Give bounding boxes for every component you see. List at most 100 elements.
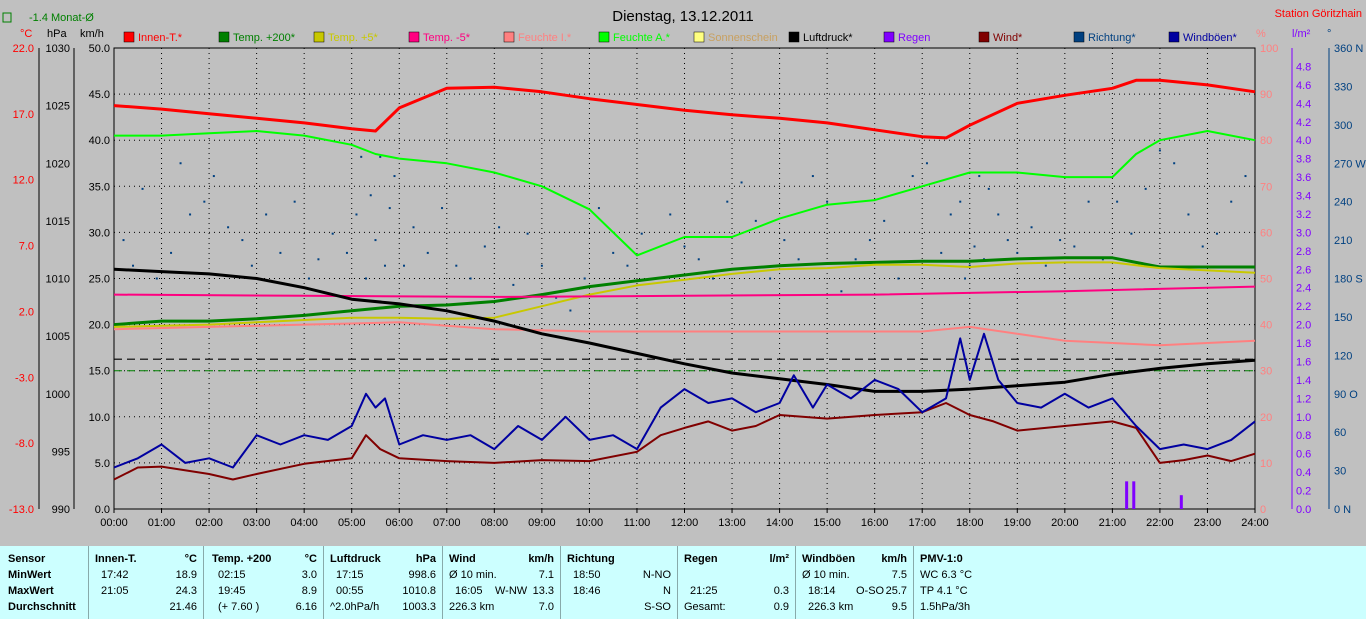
y2-tick-label-humidity_pct: 40: [1260, 320, 1272, 332]
windboeen-unit: km/h: [881, 553, 907, 565]
direction-point: [122, 239, 125, 242]
y2-tick-label-humidity_pct: 30: [1260, 366, 1272, 378]
y2-tick-label-direction_deg: 30: [1334, 466, 1346, 478]
windboeen-avg-value: 9.5: [891, 601, 907, 613]
col-pmv: PMV-1:0 WC 6.3 °C TP 4.1 °C 1.5hPa/3h: [914, 546, 1014, 619]
direction-point: [612, 251, 615, 254]
y-tick-label-pressure_hpa: 1005: [46, 331, 70, 343]
legend-label: Wind*: [993, 32, 1023, 44]
y-tick-label-temp_c: 12.0: [13, 175, 34, 187]
direction-point: [512, 283, 515, 286]
direction-point: [426, 251, 429, 254]
legend-label: Windböen*: [1183, 32, 1238, 44]
y2-tick-label-direction_deg: 360 N: [1334, 43, 1363, 55]
statistics-table: Sensor MinWert MaxWert Durchschnitt Inne…: [0, 546, 1366, 619]
col-richtung: Richtung 18:50 N-NO 18:46 N S-SO: [561, 546, 678, 619]
direction-point: [1087, 200, 1090, 203]
direction-point: [1244, 175, 1247, 178]
y2-tick-label-radiation_lm2: 0.2: [1296, 486, 1311, 498]
y-tick-label-speed_kmh: 5.0: [95, 458, 110, 470]
x-tick-label: 12:00: [671, 517, 699, 529]
direction-point: [455, 264, 458, 267]
y-tick-label-temp_c: 2.0: [19, 306, 34, 318]
direction-point: [483, 245, 486, 248]
direction-point: [1144, 187, 1147, 190]
direction-point: [1006, 239, 1009, 242]
windboeen-max-dir: O-SO: [856, 585, 885, 597]
wind-avg10-value: 7.1: [538, 569, 554, 581]
y-tick-label-speed_kmh: 0.0: [95, 504, 110, 516]
y-tick-label-temp_c: 17.0: [13, 109, 34, 121]
direction-point: [170, 251, 173, 254]
monthly-icon: [2, 12, 12, 23]
x-tick-label: 19:00: [1004, 517, 1032, 529]
y2-tick-label-humidity_pct: 10: [1260, 458, 1272, 470]
x-tick-label: 08:00: [481, 517, 509, 529]
legend-swatch: [788, 31, 800, 43]
series-line-wind: [113, 402, 1256, 481]
x-tick-label: 16:00: [861, 517, 889, 529]
direction-point: [265, 213, 268, 216]
y2-tick-label-humidity_pct: 50: [1260, 274, 1272, 286]
y-tick-label-speed_kmh: 15.0: [89, 366, 110, 378]
unit-temp: °C: [20, 28, 32, 40]
legend-label: Temp. +200*: [233, 32, 296, 44]
direction-point: [925, 162, 928, 165]
unit-speed: km/h: [80, 28, 104, 40]
x-tick-label: 03:00: [243, 517, 271, 529]
legend-swatch: [883, 31, 895, 43]
y2-tick-label-radiation_lm2: 2.0: [1296, 320, 1311, 332]
direction-point: [569, 309, 572, 312]
direction-point: [911, 175, 914, 178]
y-tick-label-speed_kmh: 45.0: [89, 89, 110, 101]
y-tick-label-speed_kmh: 10.0: [89, 412, 110, 424]
col-luftdruck: Luftdruck hPa 17:15 998.6 00:55 1010.8 ^…: [324, 546, 443, 619]
direction-point: [179, 162, 182, 165]
windboeen-max-time: 18:14: [808, 585, 836, 597]
y2-tick-label-radiation_lm2: 3.6: [1296, 172, 1311, 184]
direction-point: [1173, 162, 1176, 165]
legend-swatch: [978, 31, 990, 43]
innen-max-value: 24.3: [175, 585, 197, 597]
richtung-max-value: N: [663, 585, 671, 597]
direction-point: [854, 258, 857, 261]
y2-tick-label-radiation_lm2: 3.0: [1296, 227, 1311, 239]
chart-title: Dienstag, 13.12.2011: [612, 8, 754, 25]
direction-point: [1158, 149, 1161, 152]
direction-point: [897, 277, 900, 280]
temp200-avg-delta: (+ 7.60 ): [218, 601, 260, 613]
temp200-avg-value: 6.16: [295, 601, 317, 613]
direction-point: [1116, 200, 1119, 203]
x-tick-label: 01:00: [148, 517, 176, 529]
legend-label: Feuchte I.*: [518, 32, 572, 44]
y2-tick-label-humidity_pct: 60: [1260, 227, 1272, 239]
direction-point: [963, 277, 966, 280]
legend-label: Regen: [898, 32, 930, 44]
wind-unit: km/h: [528, 553, 554, 565]
direction-point: [868, 239, 871, 242]
direction-point: [555, 296, 558, 299]
direction-point: [498, 226, 501, 229]
regen-unit: l/m²: [769, 553, 789, 565]
y-tick-label-temp_c: -13.0: [9, 504, 34, 516]
direction-point: [1016, 251, 1019, 254]
x-tick-label: 20:00: [1051, 517, 1079, 529]
wind-max-time: 16:05: [455, 585, 483, 597]
x-tick-label: 11:00: [624, 517, 651, 529]
station-name: Station Göritzhain: [1275, 8, 1362, 20]
direction-point: [379, 155, 382, 158]
y-tick-label-temp_c: 7.0: [19, 241, 34, 253]
series-line-feuchte-a: [114, 130, 1256, 257]
col-temp200: Temp. +200 °C 02:15 3.0 19:45 8.9 (+ 7.6…: [204, 546, 324, 619]
x-tick-label: 24:00: [1241, 517, 1269, 529]
y2-tick-label-radiation_lm2: 0.6: [1296, 449, 1311, 461]
direction-point: [345, 251, 348, 254]
direction-point: [987, 187, 990, 190]
y-tick-label-temp_c: -8.0: [15, 438, 34, 450]
y2-tick-label-direction_deg: 60: [1334, 427, 1346, 439]
direction-point: [840, 290, 843, 293]
x-tick-label: 14:00: [766, 517, 794, 529]
direction-point: [369, 194, 372, 197]
y2-tick-label-direction_deg: 330: [1334, 81, 1352, 93]
series-line-temp-5: [113, 261, 1256, 328]
